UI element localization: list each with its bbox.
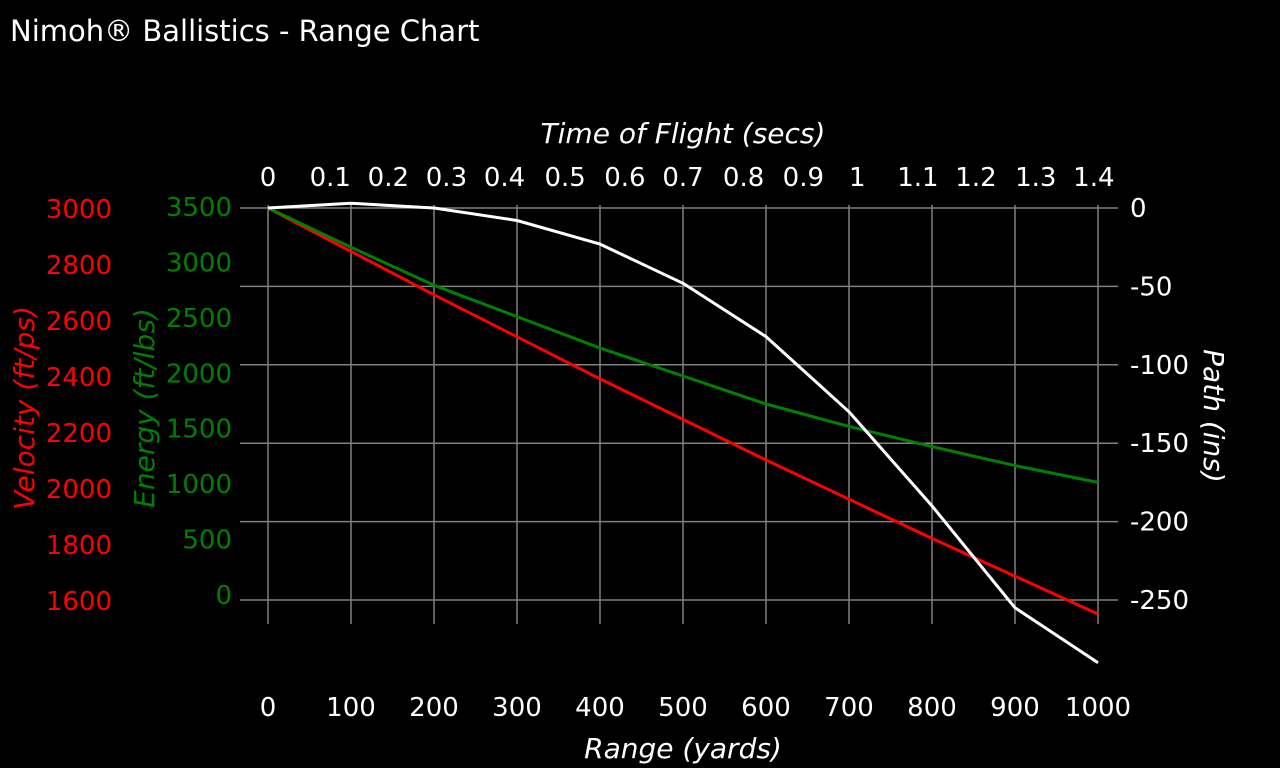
app-title: Nimoh® Ballistics - Range Chart [10,14,480,48]
velocity-tick-label: 2200 [46,419,112,449]
time-tick-label: 1.1 [897,163,938,193]
time-tick-label: 0.8 [723,163,764,193]
energy-tick-label: 3500 [166,193,232,223]
energy-tick-label: 1000 [166,470,232,500]
energy-tick-label: 0 [215,581,232,611]
energy-axis-title: Energy (ft/lbs) [128,308,161,508]
time-tick-label: 0.9 [783,163,824,193]
path-tick-label: -50 [1130,272,1172,302]
energy-tick-label: 2500 [166,304,232,334]
range-tick-label: 800 [907,693,957,723]
velocity-tick-label: 1800 [46,531,112,561]
path-tick-label: -250 [1130,586,1189,616]
time-tick-label: 0 [260,163,277,193]
time-tick-label: 0.6 [604,163,645,193]
velocity-tick-label: 2600 [46,307,112,337]
range-tick-label: 100 [326,693,376,723]
time-tick-label: 0.7 [662,163,703,193]
range-tick-label: 1000 [1065,693,1131,723]
path-series-line [267,201,1099,664]
time-tick-label: 0.4 [484,163,525,193]
time-tick-label: 1.3 [1015,163,1056,193]
time-tick-label: 1.2 [955,163,996,193]
energy-tick-label: 500 [182,526,232,556]
chart-series [267,201,1099,664]
range-tick-label: 0 [260,693,277,723]
range-axis-title: Range (yards) [584,732,782,765]
range-tick-label: 300 [492,693,542,723]
energy-series-line [267,206,1099,484]
range-tick-label: 500 [658,693,708,723]
energy-tick-label: 2000 [166,359,232,389]
time-tick-label: 1 [849,163,866,193]
energy-tick-label: 3000 [166,248,232,278]
velocity-tick-label: 2400 [46,363,112,393]
time-tick-label: 0.1 [310,163,351,193]
energy-tick-label: 1500 [166,415,232,445]
velocity-axis-title: Velocity (ft/ps) [8,306,41,510]
time-tick-label: 0.5 [544,163,585,193]
time-tick-label: 0.3 [426,163,467,193]
path-tick-label: -100 [1130,351,1189,381]
range-tick-label: 400 [575,693,625,723]
range-tick-label: 200 [409,693,459,723]
range-tick-label: 900 [990,693,1040,723]
range-tick-label: 600 [741,693,791,723]
path-tick-label: -200 [1130,508,1189,538]
time-tick-label: 1.4 [1073,163,1114,193]
velocity-tick-label: 2000 [46,475,112,505]
velocity-series-line [267,206,1099,616]
time-tick-label: 0.2 [368,163,409,193]
velocity-tick-label: 1600 [46,587,112,617]
velocity-tick-label: 2800 [46,251,112,281]
path-axis-title: Path (ins) [1197,349,1230,483]
path-tick-label: 0 [1130,194,1147,224]
range-tick-label: 700 [824,693,874,723]
chart-grid [240,205,1118,624]
velocity-tick-label: 3000 [46,195,112,225]
path-tick-label: -150 [1130,429,1189,459]
time-axis-title: Time of Flight (secs) [541,117,826,150]
